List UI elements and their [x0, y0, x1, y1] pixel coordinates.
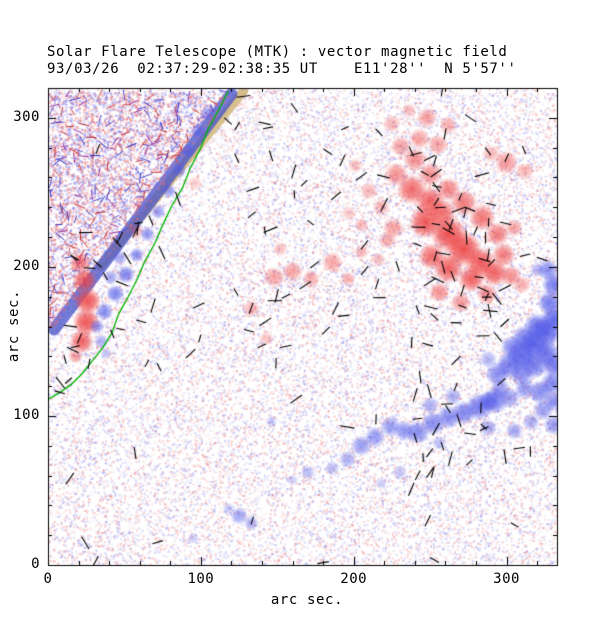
plot-subtitle: 93/03/26 02:37:29-02:38:35 UT E11'28'' N… [47, 61, 517, 77]
x-tick-label: 200 [340, 571, 368, 587]
plot-title: Solar Flare Telescope (MTK) : vector mag… [47, 44, 508, 60]
y-tick-label: 0 [31, 556, 40, 572]
x-tick-label: 0 [43, 571, 53, 587]
y-tick-label: 300 [13, 108, 40, 125]
y-axis-label: arc sec. [6, 289, 22, 363]
x-tick-label: 100 [187, 571, 215, 587]
y-tick-label: 100 [13, 406, 40, 423]
x-axis-label: arc sec. [270, 592, 344, 608]
x-tick-label: 300 [493, 571, 520, 587]
y-tick-label: 200 [13, 257, 40, 274]
